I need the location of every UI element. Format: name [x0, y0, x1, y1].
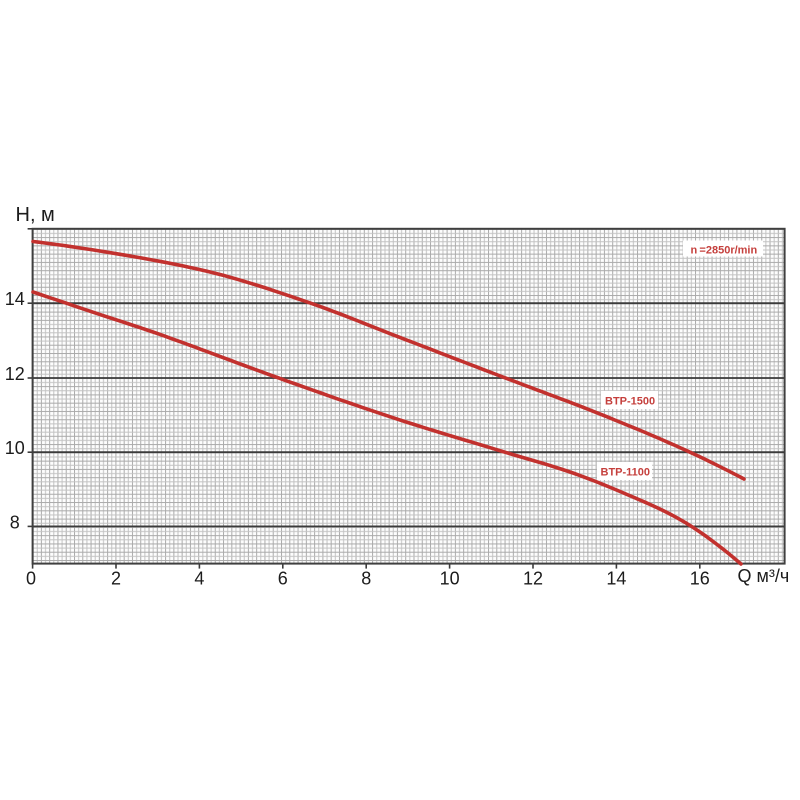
svg-text:12: 12	[523, 569, 543, 589]
svg-text:8: 8	[10, 512, 20, 532]
svg-text:BTP-1100: BTP-1100	[601, 467, 651, 479]
svg-text:16: 16	[690, 569, 710, 589]
svg-text:10: 10	[440, 569, 460, 589]
svg-text:n =2850r/min: n =2850r/min	[691, 245, 758, 257]
svg-text:Q м³/ч: Q м³/ч	[738, 566, 790, 586]
svg-text:12: 12	[5, 364, 25, 384]
svg-text:2: 2	[111, 569, 121, 589]
svg-text:14: 14	[606, 569, 626, 589]
svg-text:10: 10	[5, 438, 25, 458]
svg-text:14: 14	[5, 289, 25, 309]
svg-text:8: 8	[361, 569, 371, 589]
svg-text:0: 0	[26, 569, 36, 589]
svg-text:BTP-1500: BTP-1500	[605, 396, 655, 408]
svg-text:6: 6	[278, 569, 288, 589]
svg-text:4: 4	[194, 569, 204, 589]
svg-text:H, м: H, м	[16, 204, 55, 226]
